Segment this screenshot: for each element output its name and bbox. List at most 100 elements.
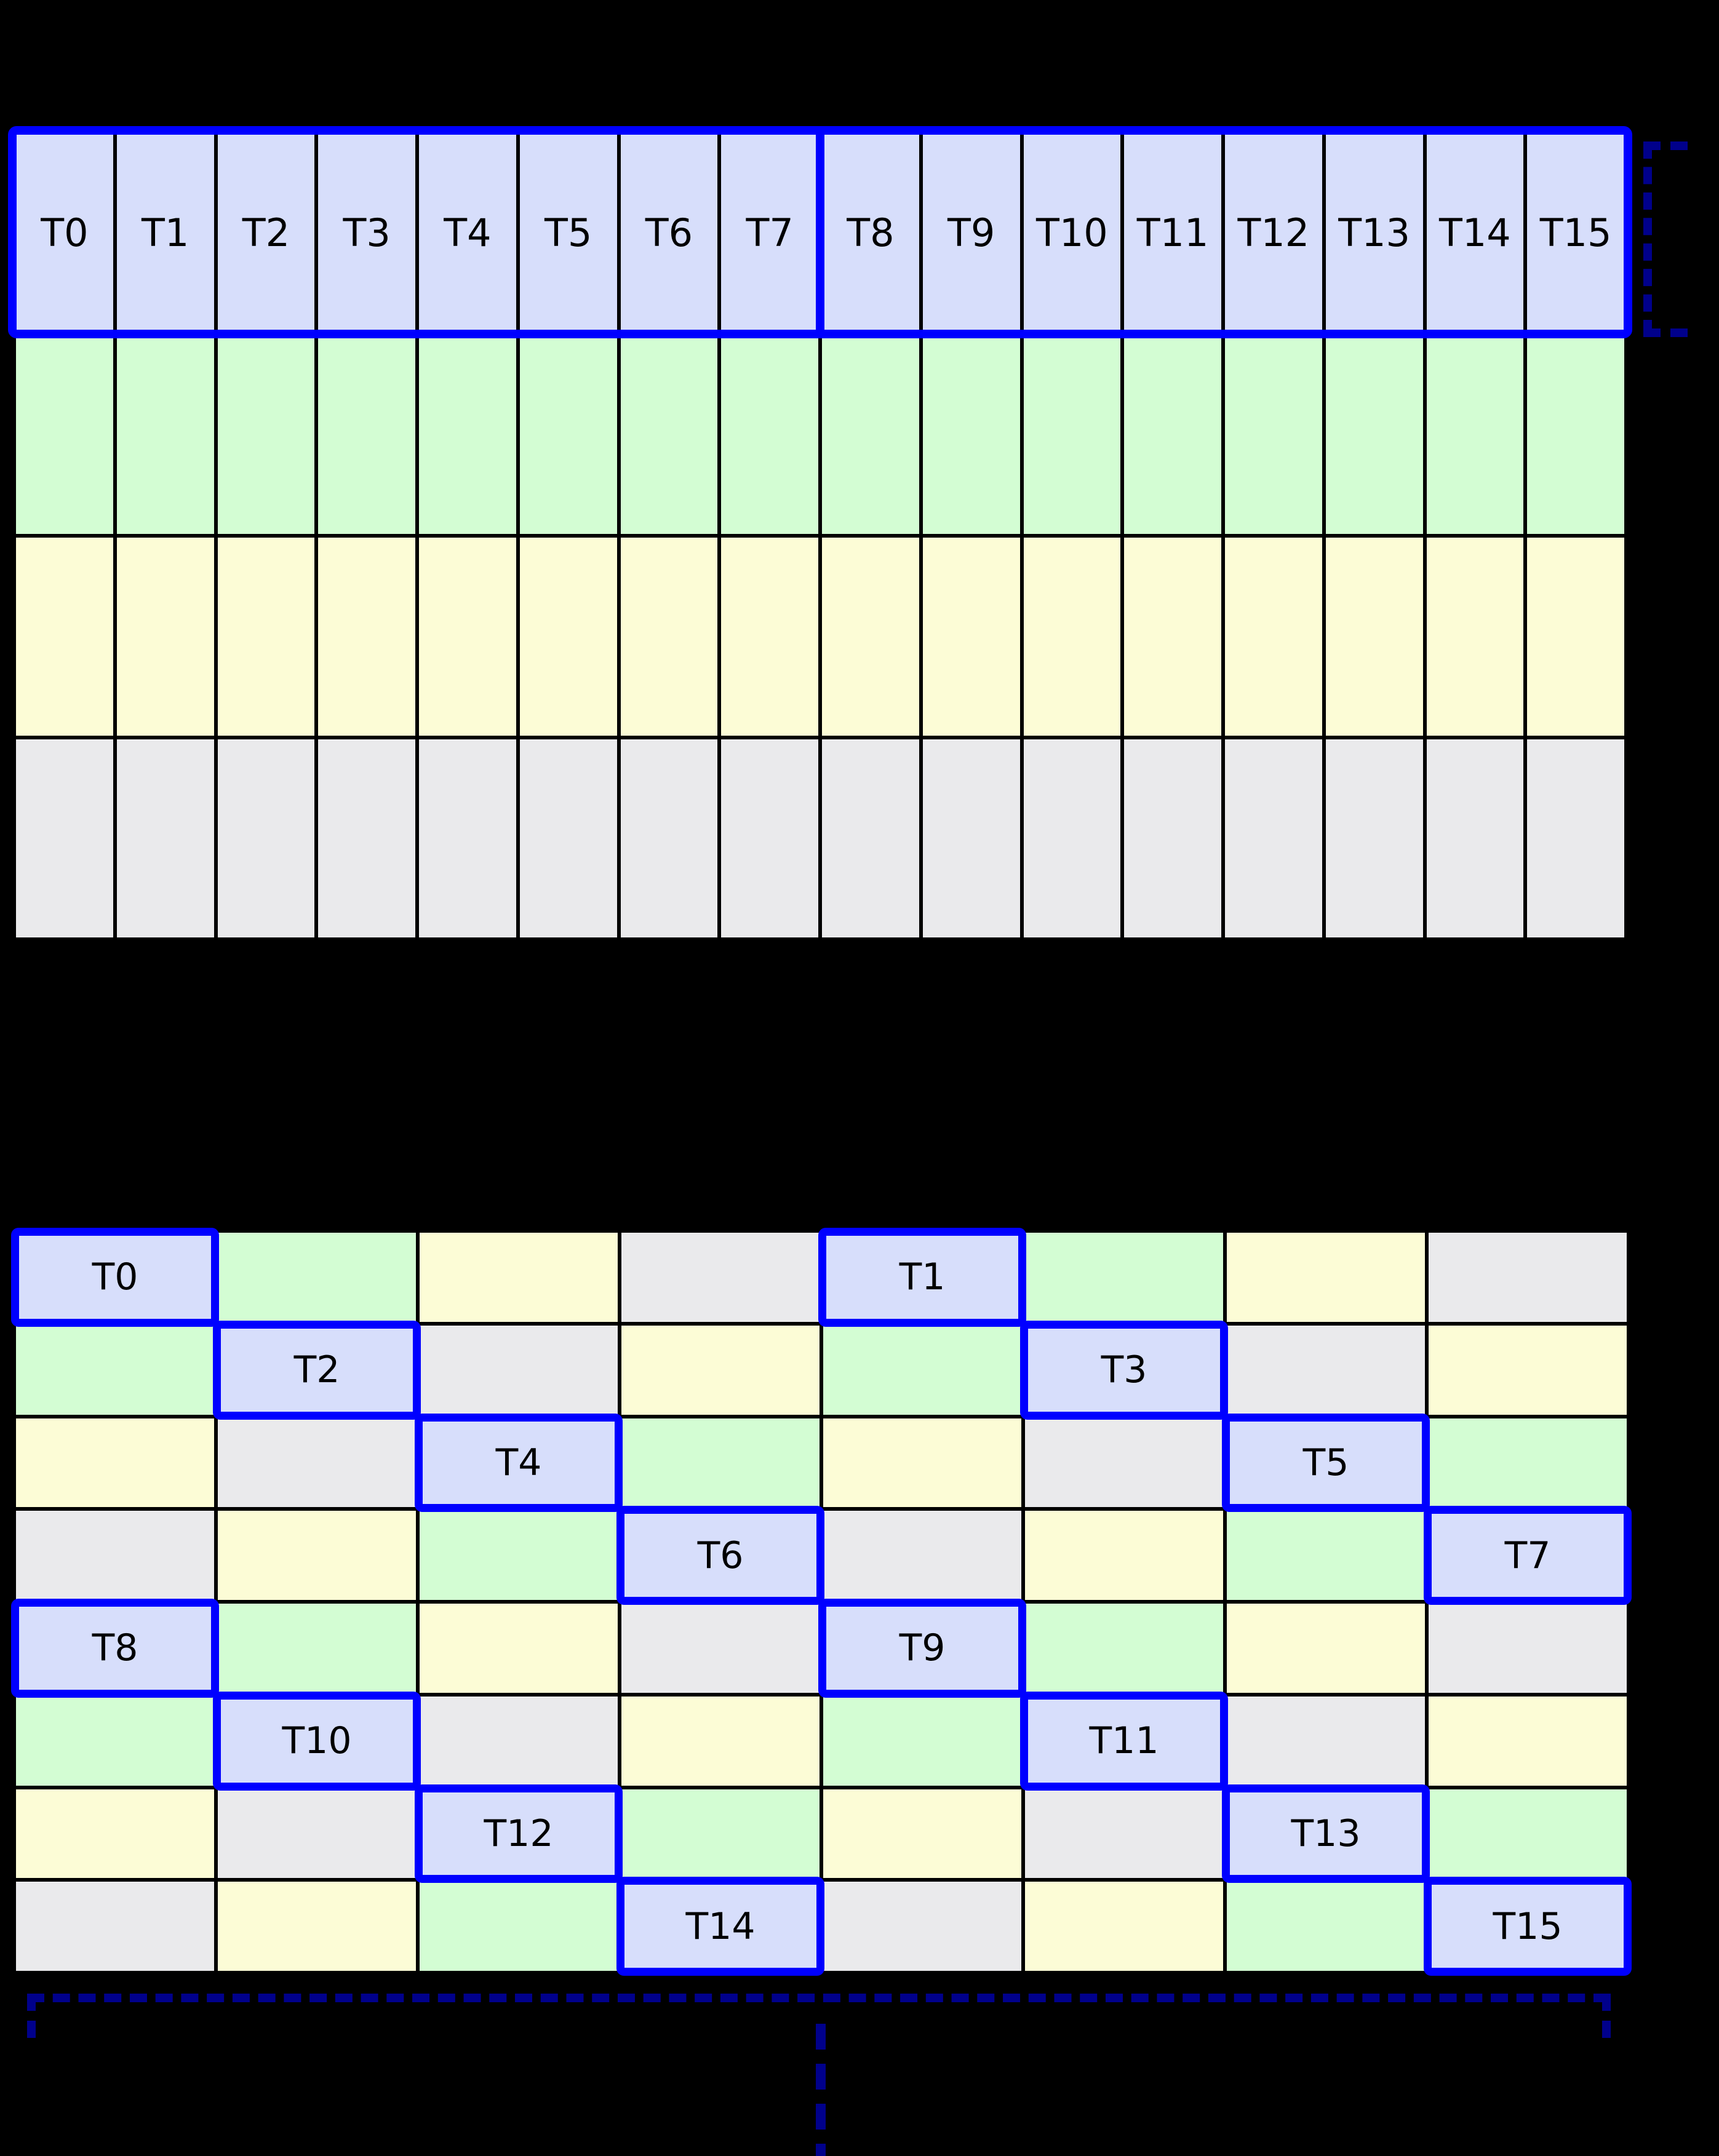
top-thread-cell: T10 — [1023, 134, 1121, 332]
thread-label: T3 — [1101, 1348, 1147, 1392]
swizzled-bank-cell — [823, 1418, 1021, 1508]
swizzled-bank-cell — [621, 1418, 820, 1508]
swizzled-bank-cell — [16, 1882, 214, 1971]
top-bank-cell — [1225, 739, 1322, 937]
top-bank-cell — [419, 538, 516, 736]
swizzled-thread-cell: T15 — [1429, 1882, 1627, 1971]
swizzled-bank-cell — [420, 1233, 618, 1322]
thread-label: T10 — [1035, 210, 1108, 255]
top-bank-cell — [1527, 336, 1624, 534]
thread-label: T14 — [685, 1904, 756, 1948]
swizzled-bank-cell — [218, 1789, 416, 1879]
swizzled-bank-cell — [1025, 1418, 1223, 1508]
swizzled-bank-cell — [621, 1696, 820, 1786]
thread-label: T13 — [1291, 1812, 1361, 1855]
thread-label: T5 — [544, 210, 592, 255]
swizzled-thread-cell: T0 — [16, 1233, 214, 1322]
swizzled-bank-cell — [1227, 1696, 1425, 1786]
swizzled-bank-cell — [218, 1604, 416, 1693]
top-bank-cell — [1124, 538, 1221, 736]
swizzled-bank-cell — [1025, 1233, 1223, 1322]
top-bank-cell — [822, 336, 919, 534]
v-dash — [816, 2104, 826, 2130]
top-bank-cell — [1225, 538, 1322, 736]
thread-label: T2 — [293, 1348, 340, 1392]
top-bank-cell — [519, 538, 617, 736]
swizzled-bank-cell — [1025, 1882, 1223, 1971]
top-bank-cell — [16, 336, 113, 534]
continuation-dots-icon — [816, 2024, 826, 2156]
top-bank-cell — [519, 336, 617, 534]
thread-label: T9 — [899, 1626, 946, 1670]
swizzled-bank-cell — [1227, 1233, 1425, 1322]
swizzled-bank-cell — [218, 1882, 416, 1971]
thread-label: T3 — [343, 210, 391, 255]
thread-label: T8 — [92, 1626, 138, 1670]
top-bank-cell — [1325, 739, 1423, 937]
top-bank-cell — [217, 739, 315, 937]
top-bank-cell — [16, 739, 113, 937]
swizzled-bank-cell — [16, 1325, 214, 1415]
swizzled-thread-cell: T12 — [420, 1789, 618, 1879]
top-bank-cell — [721, 538, 818, 736]
swizzled-bank-cell — [218, 1418, 416, 1508]
swizzled-bank-cell — [823, 1325, 1021, 1415]
top-bank-cell — [1325, 538, 1423, 736]
top-bank-cell — [1426, 739, 1524, 937]
top-bank-cell — [419, 739, 516, 937]
top-bank-cell — [822, 739, 919, 937]
top-bank-cell — [1023, 739, 1121, 937]
top-thread-cell: T3 — [318, 134, 415, 332]
top-thread-cell: T4 — [419, 134, 516, 332]
top-bank-cell — [1527, 538, 1624, 736]
swizzled-bank-cell — [1025, 1511, 1223, 1600]
swizzled-bank-cell — [621, 1325, 820, 1415]
swizzled-thread-cell: T11 — [1025, 1696, 1223, 1786]
thread-label: T1 — [141, 210, 189, 255]
grid-width-bracket-icon — [27, 1994, 1611, 2038]
swizzled-thread-cell: T7 — [1429, 1511, 1627, 1600]
top-bank-cell — [1124, 739, 1221, 937]
swizzled-thread-cell: T5 — [1227, 1418, 1425, 1508]
top-bank-cell — [721, 739, 818, 937]
top-thread-cell: T13 — [1325, 134, 1423, 332]
top-thread-cell: T14 — [1426, 134, 1524, 332]
swizzled-bank-cell — [218, 1511, 416, 1600]
swizzled-bank-cell — [1429, 1696, 1627, 1786]
swizzled-bank-cell — [823, 1789, 1021, 1879]
top-bank-cell — [1426, 538, 1524, 736]
swizzled-bank-cell — [16, 1789, 214, 1879]
top-thread-cell: T15 — [1527, 134, 1624, 332]
v-dash — [816, 2144, 826, 2156]
top-thread-cell: T5 — [519, 134, 617, 332]
swizzled-bank-cell — [420, 1604, 618, 1693]
row-extent-bracket-icon — [1643, 141, 1688, 337]
thread-label: T15 — [1493, 1904, 1563, 1948]
swizzled-bank-cell — [621, 1233, 820, 1322]
thread-label: T0 — [41, 210, 89, 255]
top-bank-cell — [620, 538, 718, 736]
thread-label: T14 — [1438, 210, 1511, 255]
top-bank-cell — [116, 739, 214, 937]
top-bank-cell — [217, 336, 315, 534]
swizzled-bank-cell — [823, 1882, 1021, 1971]
swizzled-thread-cell: T14 — [621, 1882, 820, 1971]
swizzled-bank-cell — [1429, 1325, 1627, 1415]
top-bank-cell — [1225, 336, 1322, 534]
thread-label: T13 — [1338, 210, 1410, 255]
top-bank-cell — [1124, 336, 1221, 534]
top-bank-cell — [822, 538, 919, 736]
swizzled-thread-cell: T6 — [621, 1511, 820, 1600]
v-dash — [816, 2064, 826, 2090]
top-bank-cell — [1527, 739, 1624, 937]
top-thread-cell: T8 — [822, 134, 919, 332]
top-thread-cell: T2 — [217, 134, 315, 332]
top-bank-cell — [922, 336, 1020, 534]
thread-label: T4 — [444, 210, 492, 255]
thread-label: T12 — [1237, 210, 1310, 255]
swizzled-bank-cell — [823, 1511, 1021, 1600]
swizzled-bank-cell — [16, 1418, 214, 1508]
thread-label: T4 — [495, 1441, 542, 1484]
thread-label: T12 — [484, 1812, 554, 1855]
